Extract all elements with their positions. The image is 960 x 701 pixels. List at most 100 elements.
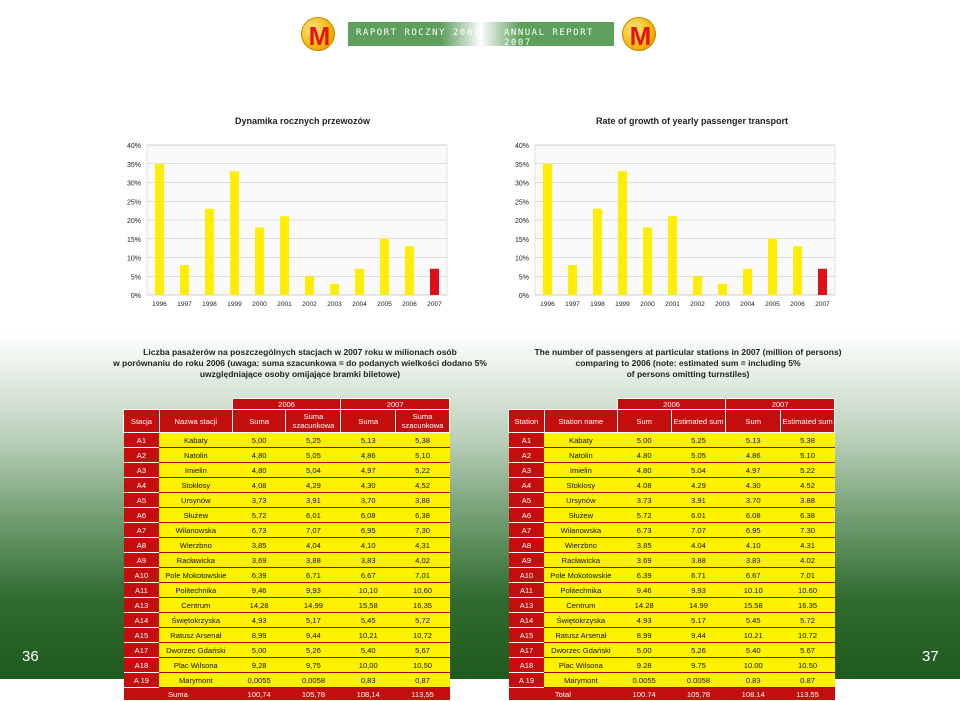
- station-code-cell: A10: [123, 567, 160, 583]
- station-name-cell: Świętokrzyska: [159, 612, 233, 628]
- x-tick-label: 2002: [690, 301, 705, 308]
- value-cell: 4.04: [671, 537, 726, 553]
- x-tick-label: 2003: [715, 301, 730, 308]
- table-row: A6 Służew 5.72 6.01 6.08 6.38: [508, 507, 835, 523]
- station-name-cell: Politechnika: [544, 582, 618, 598]
- value-cell: 5.67: [780, 642, 835, 658]
- bar-2005: [380, 238, 389, 295]
- value-cell: 15.58: [725, 597, 781, 613]
- value-cell: 6,95: [340, 522, 396, 538]
- value-cell: 6,08: [340, 507, 396, 523]
- bar-2006: [405, 246, 414, 295]
- value-cell: 4,80: [232, 447, 286, 463]
- value-cell: 4,02: [395, 552, 450, 568]
- value-cell: 15,58: [340, 597, 396, 613]
- table-row: A7 Wilanowska 6,73 7,07 6,95 7,30: [123, 522, 450, 538]
- value-cell: 4,86: [340, 447, 396, 463]
- value-cell: 4.29: [671, 477, 726, 493]
- table-row: A9 Racławicka 3.69 3.88 3.83 4.02: [508, 552, 835, 568]
- value-cell: 5,00: [232, 642, 286, 658]
- bar-2001: [280, 216, 289, 295]
- value-cell: 14,28: [232, 597, 286, 613]
- station-name-cell: Racławicka: [159, 552, 233, 568]
- value-cell: 14,99: [285, 597, 341, 613]
- bar-1997: [180, 265, 189, 295]
- station-code-cell: A14: [508, 612, 545, 628]
- table-row: A10 Pole Mokotowskie 6,39 6,71 6,67 7,01: [123, 567, 450, 583]
- value-cell: 10,72: [395, 627, 450, 643]
- bar-2003: [718, 283, 727, 295]
- value-cell: 5,05: [285, 447, 341, 463]
- table-row: A 19 Marymont 0,0055 0,0058 0,83 0,87: [123, 672, 450, 688]
- station-name-cell: Służew: [159, 507, 233, 523]
- total-value-cell: 105.78: [671, 687, 726, 701]
- station-code-cell: A8: [508, 537, 545, 553]
- station-code-cell: A17: [123, 642, 160, 658]
- station-code-cell: A2: [123, 447, 160, 463]
- x-tick-label: 2007: [815, 301, 830, 308]
- value-cell: 5,67: [395, 642, 450, 658]
- value-cell: 5.72: [617, 507, 672, 523]
- value-cell: 5.38: [780, 432, 835, 448]
- table-row: A5 Ursynów 3.73 3.91 3.70 3.88: [508, 492, 835, 508]
- station-code-cell: A9: [123, 552, 160, 568]
- value-cell: 7,30: [395, 522, 450, 538]
- value-cell: 9,44: [285, 627, 341, 643]
- station-code-cell: A13: [508, 597, 545, 613]
- total-value-cell: 108.14: [725, 687, 781, 701]
- x-tick-label: 2005: [765, 301, 780, 308]
- col-header-sum: Sum: [725, 409, 782, 433]
- y-tick-label: 20%: [127, 218, 141, 225]
- value-cell: 0.0055: [617, 672, 672, 688]
- growth-bar-chart-pl: 0% 5% 10% 15% 20% 25% 30% 35% 40% 1996 1997 1998 199…: [127, 143, 448, 308]
- table-row: A8 Wierzbno 3,85 4,04 4,10 4,31: [123, 537, 450, 553]
- table-row: A13 Centrum 14,28 14,99 15,58 16,35: [123, 597, 450, 613]
- station-name-cell: Wierzbno: [159, 537, 233, 553]
- value-cell: 10,60: [395, 582, 450, 598]
- station-name-cell: Pole Mokotowskie: [544, 567, 618, 583]
- bar-1999: [230, 171, 239, 295]
- section-title-en: The number of passengers at particular s…: [534, 347, 842, 379]
- table-row: A18 Plac Wilsona 9.28 9.75 10.00 10.50: [508, 657, 835, 673]
- value-cell: 0,0055: [232, 672, 286, 688]
- col-header-sum: Sum: [616, 409, 672, 433]
- value-cell: 3,91: [285, 492, 341, 508]
- station-name-cell: Świętokrzyska: [544, 612, 618, 628]
- value-cell: 9,93: [285, 582, 341, 598]
- value-cell: 4,31: [395, 537, 450, 553]
- y-tick-label: 0%: [131, 293, 141, 300]
- value-cell: 3.88: [780, 492, 835, 508]
- value-cell: 4.97: [725, 462, 781, 478]
- page-number-right: 37: [922, 648, 939, 665]
- col-header-station: Station: [508, 409, 545, 433]
- table-row: A8 Wierzbno 3.85 4.04 4.10 4.31: [508, 537, 835, 553]
- value-cell: 3,85: [232, 537, 286, 553]
- table-row: A2 Natolin 4,80 5,05 4,86 5,10: [123, 447, 450, 463]
- value-cell: 7.30: [780, 522, 835, 538]
- x-tick-label: 2006: [790, 301, 805, 308]
- value-cell: 9.44: [671, 627, 726, 643]
- station-name-cell: Pole Mokotowskie: [159, 567, 233, 583]
- y-tick-label: 20%: [515, 218, 529, 225]
- x-tick-label: 2005: [377, 301, 392, 308]
- table-row: A2 Natolin 4.80 5.05 4.86 5.10: [508, 447, 835, 463]
- table-row: A1 Kabaty 5.00 5.25 5.13 5.38: [508, 432, 835, 448]
- value-cell: 16.35: [780, 597, 835, 613]
- table-row: A13 Centrum 14.28 14.99 15.58 16.35: [508, 597, 835, 613]
- station-code-cell: A8: [123, 537, 160, 553]
- total-label: Suma: [123, 687, 233, 701]
- value-cell: 8.99: [617, 627, 672, 643]
- y-tick-label: 15%: [127, 237, 141, 244]
- station-code-cell: A11: [508, 582, 545, 598]
- value-cell: 6,39: [232, 567, 286, 583]
- table-row: A3 Imielin 4.80 5.04 4.97 5.22: [508, 462, 835, 478]
- table-row: A18 Plac Wilsona 9,28 9,75 10,00 10,50: [123, 657, 450, 673]
- station-name-cell: Kabaty: [544, 432, 618, 448]
- table-row: A11 Politechnika 9.46 9.93 10.10 10.60: [508, 582, 835, 598]
- value-cell: 4.08: [617, 477, 672, 493]
- chart-title-pl: Dynamika rocznych przewozów: [235, 116, 371, 126]
- station-code-cell: A4: [508, 477, 545, 493]
- bar-1996: [543, 163, 552, 295]
- x-tick-label: 2002: [302, 301, 317, 308]
- col-header-station-name: Nazwa stacji: [158, 409, 233, 433]
